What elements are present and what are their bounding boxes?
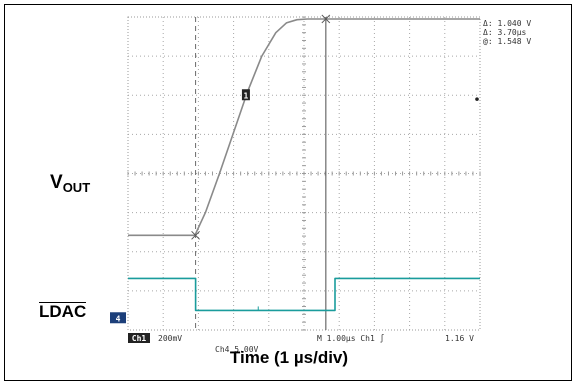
- ch1-scale: 200mV: [158, 334, 182, 343]
- ch1-tag: Ch1: [132, 334, 147, 343]
- grid: [128, 17, 480, 330]
- ch1-marker: 1: [244, 91, 249, 100]
- trigger-level: 1.16 V: [445, 334, 474, 343]
- cursor-readout: Δ: 3.70µs: [483, 28, 527, 37]
- trigger-dot: [475, 97, 479, 101]
- ch4-marker: 4: [116, 314, 121, 323]
- vout-label: VOUT: [50, 172, 90, 195]
- x-axis-label: Time (1 µs/div): [0, 348, 578, 368]
- cursor-readout: Δ: 1.040 V: [483, 19, 531, 28]
- cursor-readout: @: 1.548 V: [483, 37, 531, 46]
- ldac-label: LDAC: [39, 302, 86, 320]
- timebase: M 1.00µs Ch1 ∫: [317, 334, 385, 343]
